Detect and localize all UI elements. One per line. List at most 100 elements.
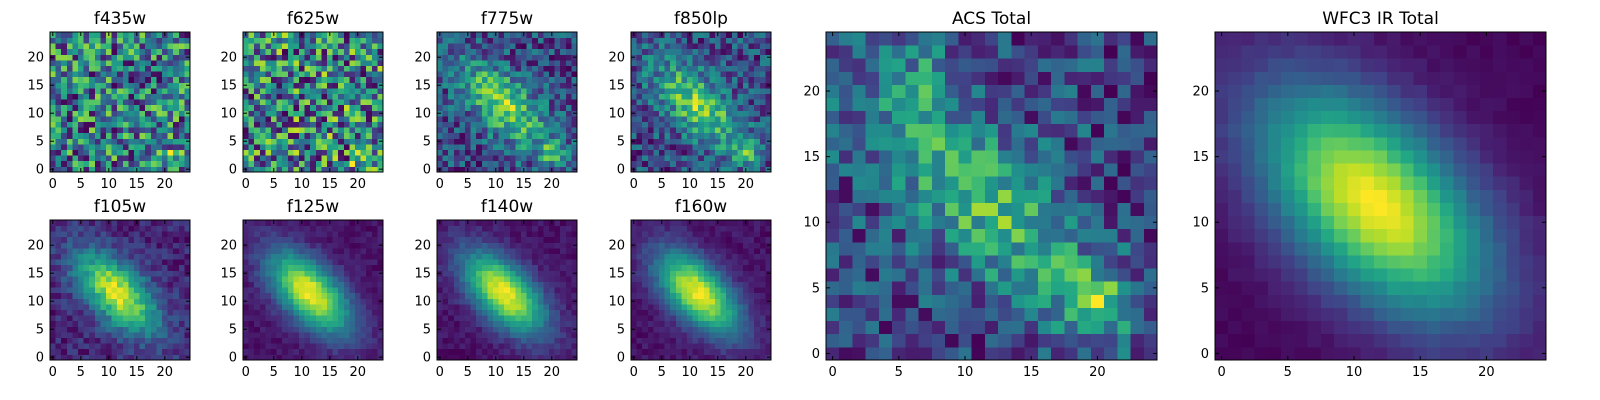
heatmap-cell bbox=[554, 132, 561, 139]
heatmap-cell bbox=[122, 155, 129, 162]
heatmap-cell bbox=[493, 138, 499, 145]
heatmap-cell bbox=[984, 123, 999, 138]
heatmap-cell bbox=[66, 354, 73, 361]
heatmap-cell bbox=[89, 99, 96, 106]
heatmap-cell bbox=[293, 320, 300, 327]
heatmap-cell bbox=[343, 127, 350, 134]
heatmap-cell bbox=[276, 160, 283, 167]
heatmap-cell bbox=[299, 348, 305, 355]
heatmap-cell bbox=[521, 110, 527, 117]
heatmap-cell bbox=[1360, 189, 1375, 203]
heatmap-cell bbox=[653, 48, 660, 55]
heatmap-cell bbox=[1254, 97, 1269, 112]
heatmap-cell bbox=[276, 332, 283, 338]
heatmap-cell bbox=[299, 309, 305, 316]
heatmap-cell bbox=[918, 333, 933, 348]
heatmap-cell bbox=[1453, 150, 1467, 164]
heatmap-cell bbox=[1519, 32, 1534, 46]
heatmap-cell bbox=[50, 315, 56, 322]
heatmap-cell bbox=[509, 116, 516, 122]
heatmap-cell bbox=[78, 337, 84, 344]
heatmap-cell bbox=[565, 43, 572, 50]
heatmap-cell bbox=[321, 315, 328, 322]
heatmap-cell bbox=[826, 346, 840, 361]
heatmap-cell bbox=[998, 333, 1012, 348]
heatmap-cell bbox=[1320, 294, 1335, 308]
heatmap-cell bbox=[1426, 228, 1441, 243]
heatmap-cell bbox=[945, 202, 959, 217]
heatmap-cell bbox=[1532, 136, 1547, 151]
heatmap-cell bbox=[1064, 32, 1078, 46]
heatmap-cell bbox=[117, 343, 124, 350]
heatmap-cell bbox=[145, 225, 152, 232]
heatmap-cell bbox=[675, 54, 682, 61]
heatmap-cell bbox=[327, 37, 333, 44]
heatmap-cell bbox=[78, 116, 84, 122]
heatmap-cell bbox=[526, 104, 533, 111]
heatmap-cell bbox=[111, 155, 118, 162]
heatmap-cell bbox=[315, 132, 322, 139]
heatmap-cell bbox=[521, 88, 527, 94]
heatmap-cell bbox=[1400, 97, 1414, 112]
heatmap-cell bbox=[984, 228, 999, 243]
heatmap-cell bbox=[371, 315, 378, 322]
heatmap-cell bbox=[459, 160, 466, 167]
heatmap-cell bbox=[150, 48, 157, 55]
heatmap-cell bbox=[1506, 97, 1520, 112]
heatmap-cell bbox=[134, 160, 140, 167]
heatmap-cell bbox=[299, 315, 305, 322]
y-tick-label: 20 bbox=[1192, 85, 1209, 100]
heatmap-cell bbox=[1360, 110, 1375, 125]
heatmap-cell bbox=[371, 65, 378, 72]
heatmap-cell bbox=[178, 298, 185, 305]
heatmap-cell bbox=[692, 99, 699, 106]
heatmap-cell bbox=[1413, 189, 1428, 203]
heatmap-cell bbox=[731, 43, 738, 50]
heatmap-cell bbox=[759, 132, 766, 139]
heatmap-cell bbox=[826, 110, 840, 125]
heatmap-cell bbox=[1493, 294, 1507, 308]
heatmap-cell bbox=[61, 264, 68, 271]
heatmap-cell bbox=[958, 228, 973, 243]
heatmap-cell bbox=[1373, 71, 1388, 85]
heatmap-cell bbox=[156, 127, 163, 134]
heatmap-cell bbox=[61, 127, 68, 134]
heatmap-cell bbox=[122, 287, 129, 294]
heatmap-cell bbox=[366, 160, 373, 167]
heatmap-cell bbox=[128, 225, 135, 232]
heatmap-cell bbox=[1400, 215, 1414, 230]
heatmap-cell bbox=[55, 276, 62, 282]
heatmap-cell bbox=[1373, 228, 1388, 243]
heatmap-cell bbox=[1532, 150, 1547, 164]
heatmap-cell bbox=[1130, 97, 1145, 112]
heatmap-cell bbox=[659, 88, 665, 94]
heatmap-cell bbox=[282, 48, 289, 55]
heatmap-cell bbox=[865, 241, 880, 256]
heatmap-cell bbox=[72, 43, 79, 50]
heatmap-cell bbox=[327, 309, 333, 316]
heatmap-cell bbox=[554, 160, 561, 167]
heatmap-cell bbox=[737, 99, 744, 106]
heatmap-cell bbox=[1426, 307, 1441, 322]
heatmap-cell bbox=[243, 37, 249, 44]
heatmap-cell bbox=[94, 225, 101, 232]
heatmap-cell bbox=[55, 104, 62, 111]
heatmap-cell bbox=[839, 255, 853, 269]
heatmap-cell bbox=[332, 292, 339, 299]
heatmap-cell bbox=[122, 65, 129, 72]
heatmap-cell bbox=[709, 149, 716, 156]
heatmap-cell bbox=[94, 236, 101, 243]
heatmap-cell bbox=[453, 132, 460, 139]
heatmap-cell bbox=[83, 116, 90, 122]
heatmap-cell bbox=[72, 99, 79, 106]
heatmap-cell bbox=[878, 333, 893, 348]
heatmap-cell bbox=[493, 82, 499, 89]
heatmap-cell bbox=[332, 343, 339, 350]
heatmap-cell bbox=[692, 160, 699, 167]
heatmap-cell bbox=[282, 104, 289, 111]
heatmap-cell bbox=[122, 315, 129, 322]
heatmap-cell bbox=[293, 281, 300, 288]
heatmap-cell bbox=[1077, 255, 1092, 269]
heatmap-cell bbox=[66, 332, 73, 338]
heatmap-cell bbox=[549, 71, 555, 78]
